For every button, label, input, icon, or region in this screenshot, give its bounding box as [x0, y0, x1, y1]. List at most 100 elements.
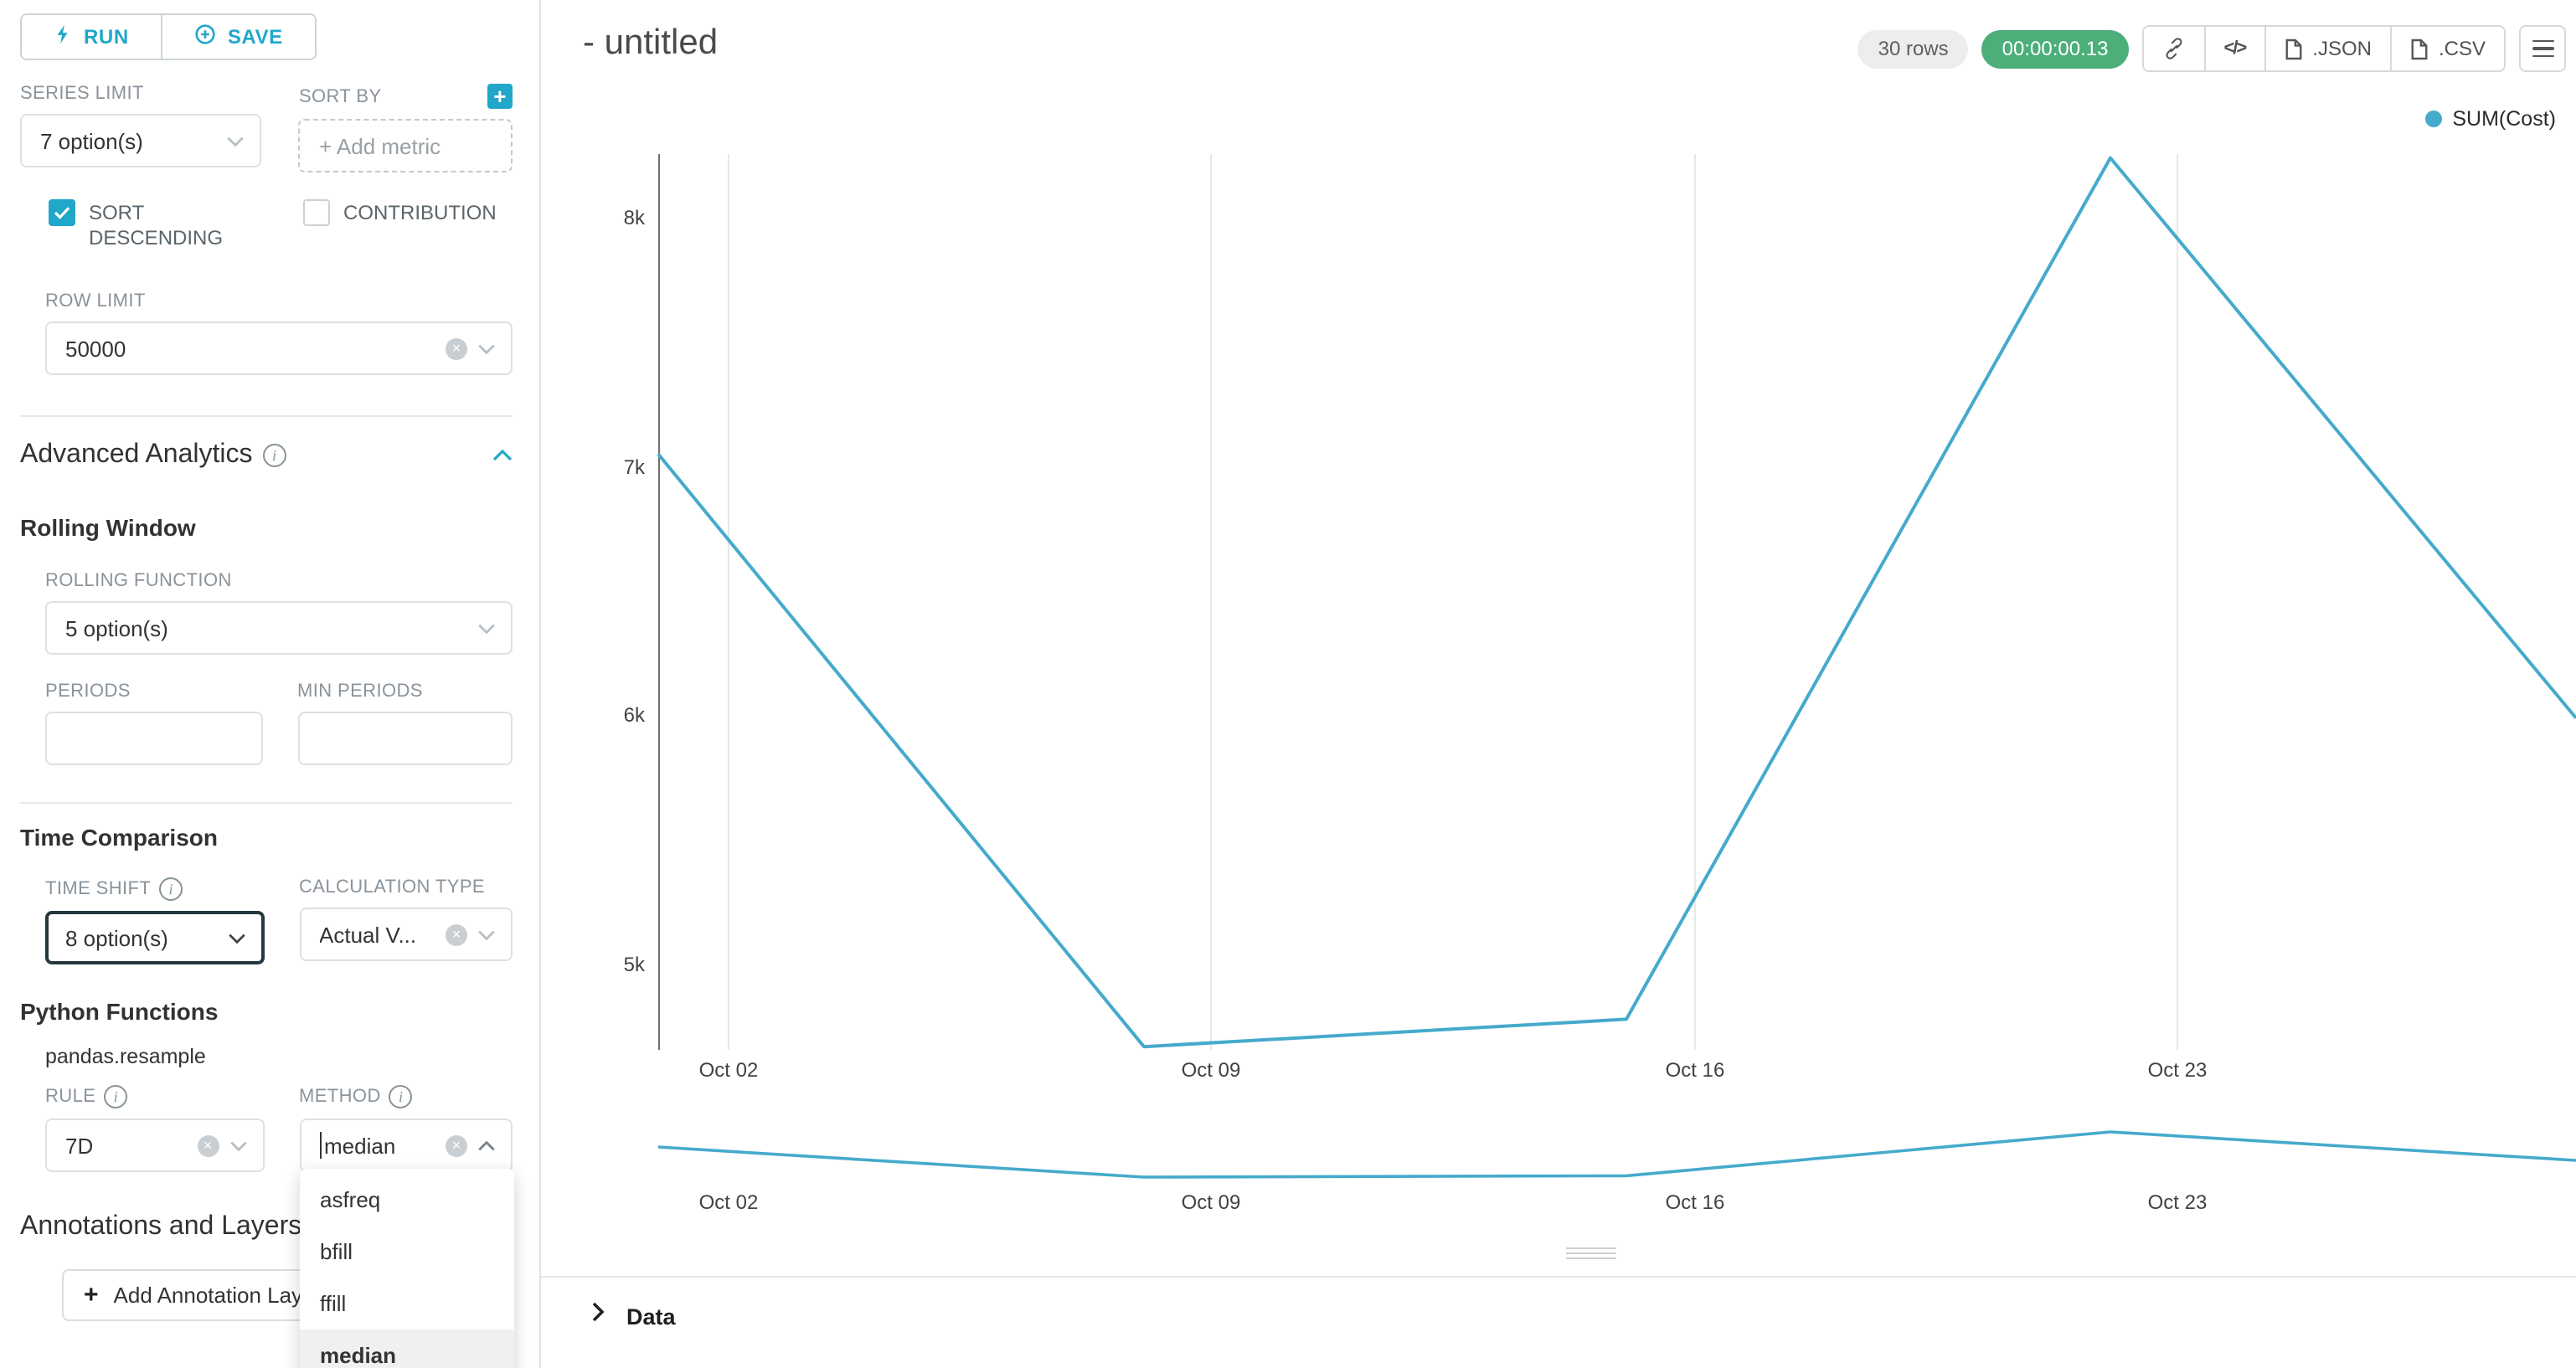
x-tick-label: Oct 09 — [1181, 1191, 1241, 1214]
python-functions-title: Python Functions — [20, 998, 219, 1025]
run-button[interactable]: RUN — [22, 15, 161, 59]
series-limit-label: SERIES LIMIT — [20, 84, 144, 104]
legend-item[interactable]: SUM(Cost) — [2425, 107, 2556, 131]
add-metric-button[interactable]: + — [487, 84, 513, 109]
y-tick-label: 7k — [623, 455, 645, 479]
main-series-line — [657, 156, 2576, 1049]
sort-by-label: SORT BY — [298, 86, 382, 106]
sort-descending-checkbox[interactable] — [49, 199, 75, 226]
row-limit-label: ROW LIMIT — [45, 291, 146, 311]
export-json-label: .JSON — [2312, 37, 2372, 60]
chevron-right-icon — [591, 1301, 605, 1331]
export-csv-button[interactable]: .CSV — [2389, 27, 2504, 70]
collapse-chevron-up-icon[interactable] — [492, 440, 513, 471]
bolt-icon — [54, 23, 72, 50]
clear-icon[interactable]: × — [446, 923, 467, 945]
method-dropdown: asfreq bfill ffill median — [300, 1169, 514, 1368]
hamburger-icon — [2532, 39, 2553, 43]
x-tick-label: Oct 09 — [1181, 1058, 1241, 1082]
advanced-analytics-title: Advanced Analytics — [20, 440, 253, 469]
sort-by-select[interactable]: + Add metric — [298, 119, 513, 172]
export-json-button[interactable]: .JSON — [2264, 27, 2390, 70]
rule-value: 7D — [65, 1133, 94, 1158]
legend-dot — [2425, 111, 2443, 127]
info-icon: i — [262, 444, 286, 467]
clear-icon[interactable]: × — [197, 1134, 219, 1156]
legend-label: SUM(Cost) — [2452, 107, 2556, 131]
time-shift-select[interactable]: 8 option(s) — [45, 911, 264, 964]
chevron-down-icon — [477, 928, 496, 940]
contribution-checkbox[interactable] — [303, 199, 330, 226]
min-periods-label: MIN PERIODS — [297, 681, 423, 702]
method-value: median — [324, 1133, 396, 1158]
clear-icon[interactable]: × — [446, 1134, 467, 1156]
chevron-down-icon — [477, 342, 496, 354]
section-divider — [20, 415, 513, 417]
x-tick-label: Oct 23 — [2147, 1191, 2208, 1214]
series-limit-select[interactable]: 7 option(s) — [20, 114, 262, 167]
overview-series-line — [657, 1130, 2576, 1179]
data-panel-title: Data — [626, 1304, 676, 1329]
chart-panel: - untitled 30 rows 00:00:00.13 </> — [541, 0, 2576, 1368]
rule-label: RULE — [45, 1087, 96, 1107]
periods-input[interactable] — [45, 712, 262, 765]
row-count-badge: 30 rows — [1857, 29, 1969, 68]
embed-code-button[interactable]: </> — [2203, 27, 2264, 70]
rolling-function-label: ROLLING FUNCTION — [45, 571, 232, 591]
overview-axis[interactable]: Oct 02 Oct 09 Oct 16 Oct 23 — [657, 1117, 2576, 1217]
info-icon: i — [104, 1085, 128, 1108]
min-periods-input[interactable] — [297, 712, 513, 765]
series-limit-value: 7 option(s) — [40, 128, 143, 153]
rule-select[interactable]: 7D × — [45, 1119, 264, 1172]
dropdown-option-ffill[interactable]: ffill — [320, 1291, 347, 1316]
data-panel-toggle[interactable]: Data — [591, 1301, 2576, 1331]
run-save-button-group: RUN SAVE — [20, 13, 317, 60]
x-tick-label: Oct 16 — [1665, 1058, 1725, 1082]
chevron-down-icon — [227, 932, 245, 944]
chevron-down-icon — [477, 622, 496, 634]
data-panel: Data — [541, 1276, 2576, 1368]
dropdown-option-median[interactable]: median — [300, 1329, 514, 1368]
method-combobox[interactable]: median × — [299, 1119, 513, 1172]
rolling-function-value: 5 option(s) — [65, 615, 168, 640]
row-limit-value: 50000 — [65, 336, 126, 361]
text-cursor — [319, 1132, 321, 1159]
chevron-down-icon — [229, 1139, 247, 1151]
section-divider — [20, 802, 513, 804]
plus-icon: + — [84, 1281, 99, 1309]
dropdown-option-bfill[interactable]: bfill — [320, 1239, 353, 1264]
sort-by-placeholder: + Add metric — [318, 133, 441, 158]
query-timer-badge: 00:00:00.13 — [1981, 29, 2129, 68]
info-icon: i — [389, 1085, 413, 1108]
clear-icon[interactable]: × — [446, 337, 467, 359]
info-icon: i — [159, 877, 183, 901]
chevron-up-icon — [477, 1139, 496, 1151]
calculation-type-value: Actual V... — [319, 922, 417, 947]
export-csv-label: .CSV — [2438, 37, 2486, 60]
link-icon — [2165, 38, 2182, 59]
run-label: RUN — [84, 25, 129, 49]
code-icon: </> — [2223, 39, 2247, 59]
calculation-type-select[interactable]: Actual V... × — [299, 908, 513, 961]
time-comparison-title: Time Comparison — [20, 824, 218, 851]
row-limit-select[interactable]: 50000 × — [45, 321, 513, 375]
sort-descending-option: SORT DESCENDING — [49, 199, 303, 251]
add-annotation-label: Add Annotation Layer — [113, 1283, 322, 1308]
panel-resize-handle[interactable] — [1566, 1247, 1616, 1259]
y-tick-label: 6k — [623, 703, 645, 727]
annotations-title: Annotations and Layers — [20, 1212, 302, 1241]
x-tick-label: Oct 02 — [698, 1191, 759, 1214]
rolling-function-select[interactable]: 5 option(s) — [45, 601, 513, 655]
chart-menu-button[interactable] — [2519, 25, 2566, 72]
rolling-window-title: Rolling Window — [20, 514, 196, 541]
x-tick-label: Oct 16 — [1665, 1191, 1725, 1214]
x-tick-label: Oct 02 — [698, 1058, 759, 1082]
save-button[interactable]: SAVE — [160, 15, 315, 59]
dropdown-option-asfreq[interactable]: asfreq — [320, 1187, 381, 1212]
copy-link-button[interactable] — [2143, 27, 2204, 70]
plus-circle-icon — [194, 23, 216, 50]
chevron-down-icon — [227, 135, 245, 147]
line-chart[interactable]: 8k 7k 6k 5k Oct 02 Oct 09 Oct 16 Oct 23 — [624, 154, 2576, 1082]
pandas-resample-label: pandas.resample — [45, 1045, 206, 1068]
